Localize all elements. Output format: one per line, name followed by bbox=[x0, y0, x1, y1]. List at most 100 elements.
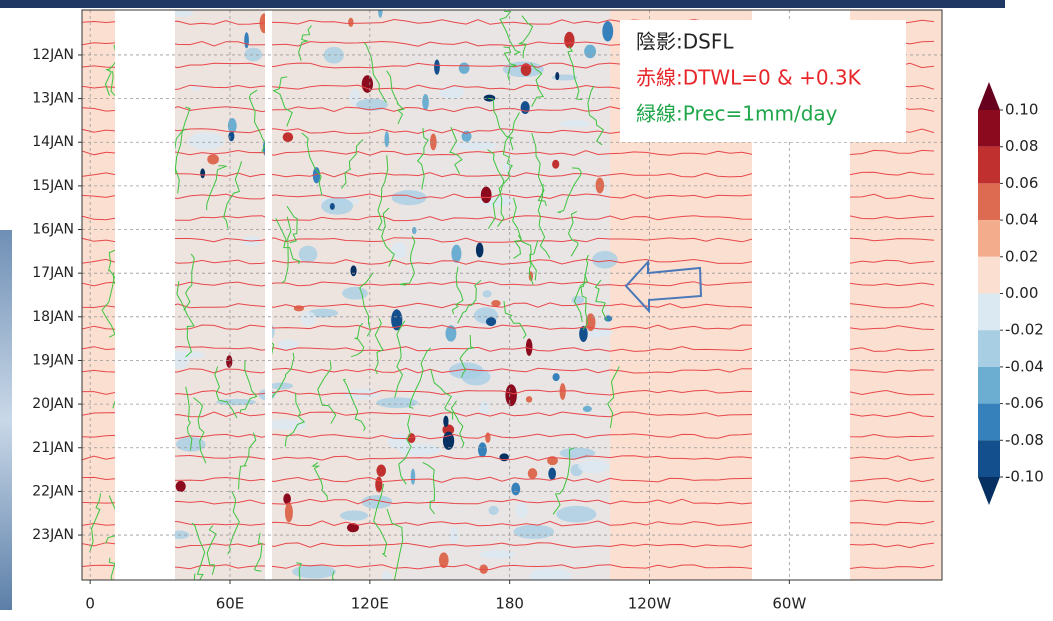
shade-cell bbox=[579, 325, 588, 343]
missing-band bbox=[115, 10, 175, 580]
green-contour bbox=[416, 127, 429, 190]
colorbar-extend-top bbox=[978, 82, 1000, 110]
shade-patch bbox=[307, 308, 339, 318]
shade-cell bbox=[548, 467, 556, 480]
green-contour bbox=[286, 205, 298, 244]
shade-cell bbox=[555, 72, 560, 81]
green-contour bbox=[301, 132, 323, 196]
shade-cell bbox=[442, 424, 455, 436]
shade-cell bbox=[564, 31, 575, 49]
shade-patch bbox=[488, 505, 499, 516]
shade-patch bbox=[439, 85, 465, 99]
plot-frame bbox=[81, 9, 943, 581]
shade-patch bbox=[340, 510, 369, 521]
green-contour bbox=[394, 320, 406, 399]
shade-patch bbox=[391, 190, 427, 206]
shade-cell bbox=[461, 130, 472, 142]
shade-cell bbox=[585, 313, 596, 332]
colorbar-level bbox=[978, 110, 1000, 147]
shade-cell bbox=[443, 415, 449, 428]
shade-patch bbox=[298, 245, 318, 263]
green-contour bbox=[499, 10, 522, 55]
shade-patch bbox=[449, 527, 459, 545]
green-contour bbox=[298, 25, 312, 61]
shade-cell bbox=[348, 17, 354, 27]
green-contour bbox=[296, 562, 302, 580]
green-contour bbox=[457, 279, 482, 324]
shade-patch bbox=[376, 397, 419, 409]
colorbar-level bbox=[978, 183, 1000, 221]
colorbar-label: 0.04 bbox=[1005, 211, 1038, 229]
colorbar-label: 0.06 bbox=[1005, 174, 1038, 192]
green-contour bbox=[386, 508, 404, 580]
green-contour bbox=[451, 266, 464, 315]
header-bar bbox=[0, 0, 1005, 8]
shade-cell bbox=[200, 168, 206, 179]
green-contour bbox=[607, 366, 620, 428]
green-contour bbox=[594, 279, 608, 321]
shade-patch bbox=[387, 434, 409, 450]
shade-patch bbox=[277, 339, 299, 350]
shade-patch bbox=[342, 286, 368, 300]
shade-patch bbox=[170, 10, 194, 18]
green-contour bbox=[580, 273, 589, 331]
colorbar: 0.10 0.08 0.06 0.04 0.02 0.00 -0.02 -0.04 -0.06 -… bbox=[978, 82, 1044, 505]
shade-patch bbox=[515, 502, 528, 519]
colorbar-label: 0.08 bbox=[1005, 137, 1038, 155]
arrow bbox=[624, 259, 703, 314]
shade-patch bbox=[391, 241, 407, 259]
shade-cell bbox=[505, 384, 517, 407]
shade-cell bbox=[602, 21, 614, 42]
green-contour bbox=[573, 254, 589, 323]
shade-cell bbox=[410, 468, 416, 485]
green-contour bbox=[183, 253, 195, 311]
colorbar-label: 0.10 bbox=[1005, 101, 1038, 119]
shade-cell bbox=[491, 300, 501, 307]
shade-patch bbox=[577, 460, 610, 473]
green-contour bbox=[567, 210, 579, 257]
shade-patch bbox=[349, 88, 361, 107]
shade-cell bbox=[480, 186, 492, 204]
green-contour bbox=[239, 360, 258, 413]
shade-cell bbox=[458, 62, 470, 74]
green-contour bbox=[281, 216, 292, 284]
green-contour bbox=[227, 490, 240, 555]
colorbar-level bbox=[978, 330, 1000, 367]
green-contour bbox=[191, 522, 206, 580]
green-contour bbox=[206, 525, 217, 575]
green-contour bbox=[528, 240, 539, 286]
colorbar-level bbox=[978, 146, 1000, 184]
shade-cell bbox=[282, 132, 294, 143]
green-contour bbox=[223, 161, 243, 229]
y-tick-label: 15JAN bbox=[32, 178, 74, 194]
shade-patch bbox=[381, 570, 393, 580]
green-contour bbox=[503, 46, 517, 82]
green-contour bbox=[422, 461, 436, 515]
green-contour bbox=[317, 361, 337, 424]
colorbar-label: -0.10 bbox=[1005, 468, 1044, 486]
shade-cell bbox=[520, 101, 530, 115]
shade-cell bbox=[520, 63, 532, 77]
green-contour bbox=[556, 167, 582, 214]
green-contour bbox=[206, 165, 228, 211]
y-tick-label: 19JAN bbox=[32, 352, 74, 368]
shade-patch bbox=[592, 250, 618, 269]
green-contour bbox=[272, 76, 293, 127]
shade-cell bbox=[511, 482, 521, 496]
y-tick-label: 20JAN bbox=[32, 396, 74, 412]
colorbar-label: 0.02 bbox=[1005, 247, 1038, 265]
y-tick-label: 18JAN bbox=[32, 309, 74, 325]
shade-patch bbox=[556, 505, 597, 523]
shade-patch bbox=[448, 362, 484, 380]
green-contour bbox=[373, 483, 388, 558]
shade-cell bbox=[429, 133, 437, 151]
colorbar-level bbox=[978, 403, 1000, 441]
green-contour bbox=[170, 106, 191, 177]
green-contour bbox=[587, 85, 605, 146]
green-contour bbox=[531, 133, 547, 207]
green-contour bbox=[363, 42, 387, 103]
y-tick-label: 14JAN bbox=[32, 134, 74, 150]
colorbar-level bbox=[978, 220, 1000, 257]
shade-cell bbox=[207, 154, 219, 165]
